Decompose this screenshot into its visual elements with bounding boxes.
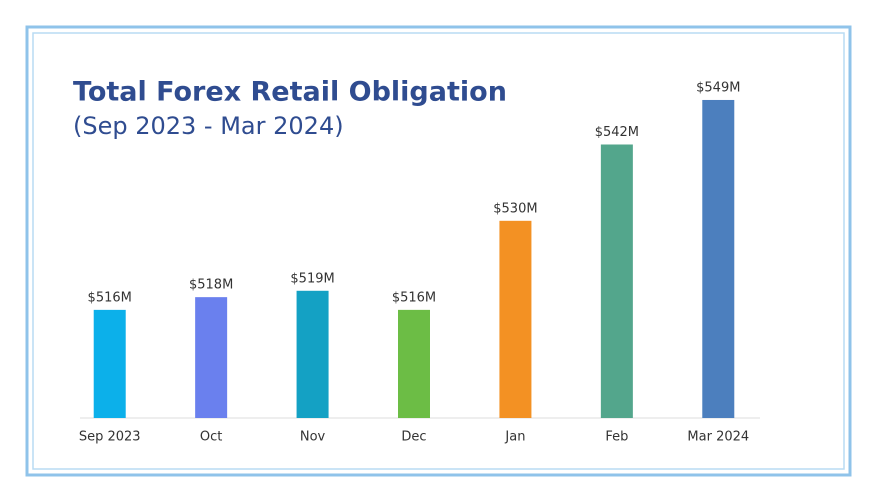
value-label: $516M — [88, 290, 132, 305]
x-tick-label: Dec — [401, 430, 426, 445]
x-tick-label: Oct — [200, 430, 222, 445]
x-tick-label: Jan — [504, 430, 525, 445]
value-label: $519M — [290, 271, 334, 286]
x-tick-label: Sep 2023 — [79, 430, 141, 445]
value-label: $516M — [392, 290, 436, 305]
frame-inner — [32, 32, 845, 470]
value-label: $530M — [493, 201, 537, 216]
value-label: $549M — [696, 80, 740, 95]
x-tick-label: Nov — [300, 430, 326, 445]
chart-title: Total Forex Retail Obligation — [73, 77, 507, 108]
bar — [702, 99, 735, 418]
frame — [25, 25, 852, 477]
bar — [93, 309, 126, 418]
bar — [296, 290, 329, 418]
value-label: $518M — [189, 278, 233, 293]
bar — [398, 309, 430, 418]
bar — [600, 144, 633, 418]
value-label: $542M — [595, 125, 639, 140]
bar — [195, 297, 228, 418]
chart-subtitle: (Sep 2023 - Mar 2024) — [73, 112, 344, 140]
x-tick-label: Mar 2024 — [687, 430, 749, 445]
bar — [499, 220, 532, 418]
x-tick-label: Feb — [605, 430, 628, 445]
